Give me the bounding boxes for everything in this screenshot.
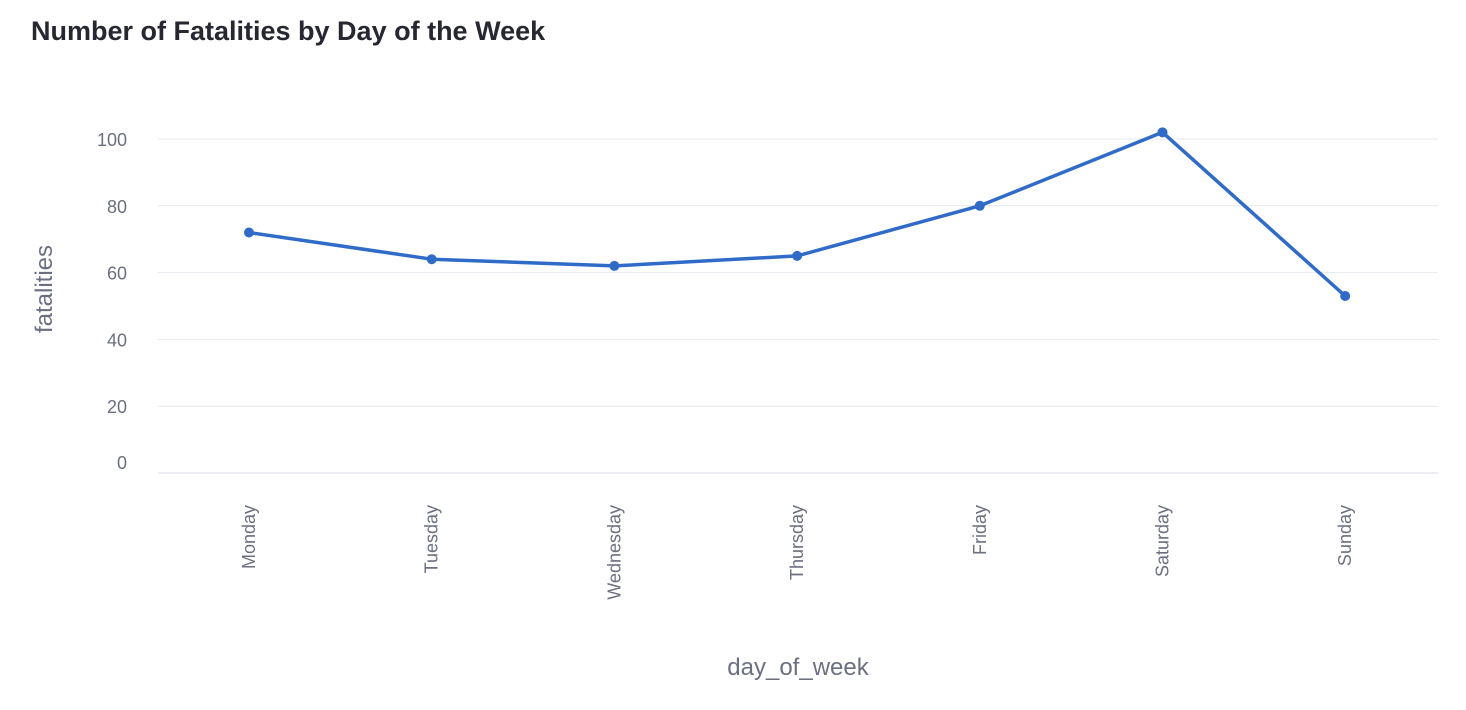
x-tick-label: Saturday — [1153, 505, 1173, 577]
y-tick-label: 0 — [117, 453, 127, 473]
y-tick-label: 100 — [97, 130, 127, 150]
data-point[interactable] — [609, 260, 620, 271]
x-tick-labels: Monday Tuesday Wednesday Thursday Friday Satu… — [239, 505, 1355, 600]
y-tick-labels: 0 20 40 60 80 100 — [97, 130, 127, 473]
data-point[interactable] — [1157, 127, 1168, 138]
data-point[interactable] — [426, 254, 437, 265]
x-axis-title: day_of_week — [727, 654, 869, 681]
x-tick-label: Friday — [970, 505, 990, 555]
data-point[interactable] — [792, 250, 803, 261]
data-point[interactable] — [974, 200, 985, 211]
series-line — [247, 130, 1347, 298]
y-tick-label: 80 — [107, 197, 127, 217]
data-point[interactable] — [244, 227, 254, 238]
chart-title: Number of Fatalities by Day of the Week — [31, 16, 546, 46]
y-tick-label: 40 — [107, 330, 127, 350]
gridlines — [158, 138, 1438, 474]
data-point[interactable] — [1340, 290, 1351, 301]
x-tick-label: Thursday — [787, 505, 807, 580]
y-tick-label: 20 — [107, 397, 127, 417]
data-points — [244, 127, 1351, 301]
y-axis-title: fatalities — [31, 245, 58, 333]
y-tick-label: 60 — [107, 264, 127, 284]
x-tick-label: Monday — [239, 505, 259, 569]
x-tick-label: Wednesday — [604, 505, 624, 600]
x-tick-label: Tuesday — [422, 505, 442, 573]
x-tick-label: Sunday — [1335, 505, 1355, 566]
